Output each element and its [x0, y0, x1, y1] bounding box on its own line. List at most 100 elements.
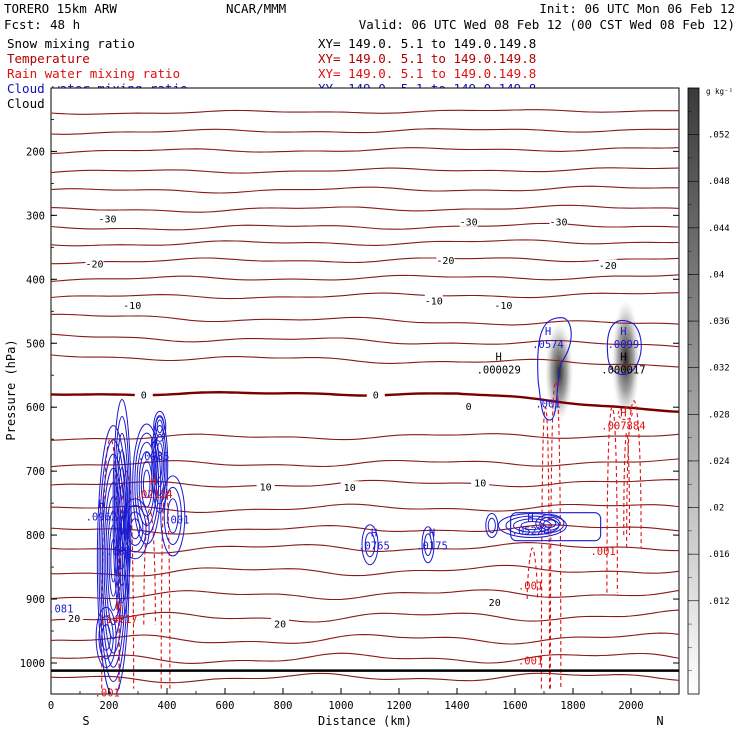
- temperature-label: -20: [85, 259, 103, 270]
- extremum-value: .001: [518, 655, 543, 667]
- extremum-value: .001: [518, 581, 543, 593]
- field-xsection-span: XY= 149.0. 5.1 to 149.0.149.8: [318, 66, 536, 81]
- y-axis-title: Pressure (hPa): [4, 339, 18, 440]
- temp-label-knockout: [98, 212, 117, 224]
- extremum-value: .0175: [416, 540, 448, 552]
- colorbar-label: .052: [708, 131, 730, 141]
- cloud-water-contour: [142, 469, 151, 499]
- extremum-value: .000029: [477, 364, 521, 376]
- isotherm: [51, 109, 679, 115]
- extremum-marker: H: [496, 351, 502, 363]
- isotherm: [51, 313, 679, 326]
- y-tick-label: 500: [26, 338, 45, 350]
- field-label: Temperature: [7, 51, 90, 66]
- cloud-water-contour: [423, 533, 433, 556]
- colorbar-label: .04: [708, 270, 724, 280]
- extremum-marker: H: [527, 513, 533, 525]
- cloud-water-contour: [543, 519, 557, 528]
- isotherm: [51, 147, 679, 155]
- cloud-water-contour: [136, 441, 157, 526]
- isotherm: [51, 333, 679, 348]
- colorbar: g kg⁻¹ .052 .048 .044 .04 .036 .032 .028 .024 .0…: [687, 87, 733, 695]
- colorbar-label: .048: [708, 177, 730, 187]
- isotherm: [51, 354, 679, 368]
- y-tick-label: 800: [26, 530, 45, 542]
- temperature-label: -10: [494, 301, 512, 312]
- rain-contour: [623, 432, 631, 536]
- rain-contour: [526, 547, 539, 600]
- y-tick-label: 700: [26, 466, 45, 478]
- y-tick-label: 900: [26, 594, 45, 606]
- org-label: NCAR/MMM: [226, 1, 286, 16]
- rain-contour: [626, 400, 642, 548]
- temp-label-knockout: [494, 298, 513, 310]
- temp-label-knockout: [424, 294, 443, 306]
- y-tick-label: 200: [26, 146, 45, 158]
- extremum-value: .05228: [512, 526, 550, 538]
- cloud-water-contour: [154, 415, 165, 438]
- rain-contour-ring: [617, 407, 633, 421]
- cloud-water-contour: [151, 416, 169, 514]
- cloud-water-contour: [537, 317, 572, 421]
- extremum-marker: H: [98, 499, 104, 511]
- x-tick-label: 400: [158, 700, 177, 712]
- temp-label-knockout: [134, 388, 153, 400]
- extremum-value: .0574: [532, 339, 564, 351]
- temperature-label: -20: [599, 261, 617, 272]
- temperature-label: 20: [68, 614, 80, 625]
- x-axis-title: Distance (km): [318, 714, 412, 728]
- temp-label-knockout: [471, 476, 490, 488]
- colorbar-label: .032: [708, 364, 730, 374]
- snow-blob: [611, 299, 640, 420]
- isotherm: [51, 292, 679, 300]
- temperature-label: 20: [274, 619, 286, 630]
- y-tick-label: 400: [26, 274, 45, 286]
- temperature-labels: -30 -30 -30 -20 -20 -20 -10 -10 -10 0 0 0 10 10 10 20 20…: [65, 212, 617, 630]
- rain-contour: [540, 406, 551, 689]
- x-tick-label: 2000: [618, 700, 643, 712]
- x-end-right-label: N: [656, 714, 663, 728]
- y-tick-label: 600: [26, 402, 45, 414]
- isotherm: [51, 433, 679, 441]
- isotherm: [51, 524, 679, 535]
- rain-contour: [118, 470, 135, 689]
- extremum-marker: H: [620, 351, 626, 363]
- temperature-label: -30: [99, 215, 117, 226]
- extremum-value: .001: [164, 515, 189, 527]
- isotherm: [51, 222, 679, 231]
- temperature-label: 0: [466, 402, 472, 413]
- cloud-water-contour: [129, 518, 141, 540]
- field-xsection-span: XY= 149.0. 5.1 to 149.0.149.8: [318, 36, 536, 51]
- cloud-water-contour: [155, 442, 164, 488]
- cloud-water-contour: [96, 425, 130, 694]
- temperature-label: -10: [425, 296, 443, 307]
- x-tick-label: 600: [216, 700, 235, 712]
- colorbar-label: .036: [708, 317, 730, 327]
- cloud-water-contour: [100, 453, 127, 668]
- colorbar-label: .024: [708, 457, 730, 467]
- cloud-water-contour: [112, 399, 132, 621]
- extremum-marker: H: [620, 408, 626, 420]
- extrema-labels: H.0574H.0099H.000029H.000017.001H.007884…: [48, 326, 645, 700]
- isotherm: [51, 185, 679, 194]
- extremum-value: .001: [95, 687, 120, 699]
- temperature-label: -30: [549, 218, 567, 229]
- cloud-water-contour: [154, 433, 166, 496]
- isotherm: [51, 128, 679, 135]
- cloud-water-contour: [123, 504, 147, 553]
- x-tick-label: 1600: [502, 700, 527, 712]
- isotherm: [51, 542, 679, 554]
- colorbar-label: .044: [708, 224, 730, 234]
- colorbar-label: .016: [708, 550, 730, 560]
- rain-contour: [143, 508, 156, 625]
- cloud-water-contour: [167, 498, 179, 534]
- cloud-water-contour: [510, 512, 602, 542]
- cloud-water-contour: [113, 415, 131, 604]
- extremum-value: .001: [535, 398, 560, 410]
- temperature-label: 10: [474, 479, 486, 490]
- temp-label-knockout: [459, 215, 478, 227]
- cloud-water-contour: [485, 513, 499, 539]
- isotherm: [51, 257, 679, 265]
- temp-label-knockout: [485, 596, 504, 608]
